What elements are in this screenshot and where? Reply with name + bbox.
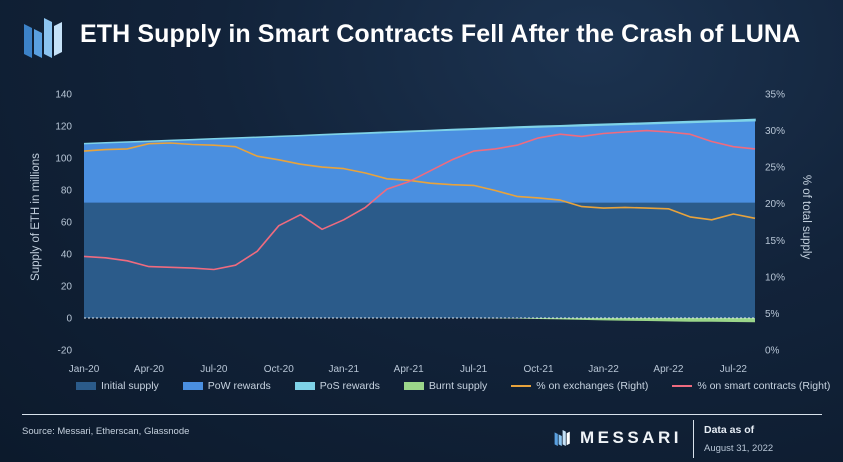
y-tick-label: -20	[58, 346, 73, 357]
x-tick-label: Jan-20	[69, 364, 100, 375]
x-tick-label: Jul-20	[200, 364, 228, 375]
legend-label-burnt-supply: Burnt supply	[428, 380, 488, 392]
source-note: Source: Messari, Etherscan, Glassnode	[22, 426, 190, 437]
y-tick-label: 40	[61, 250, 73, 261]
as-of-label: Data as of	[704, 424, 755, 436]
brand-name: MESSARI	[580, 428, 682, 447]
y2-tick-label: 25%	[765, 163, 785, 174]
y2-tick-label: 10%	[765, 272, 785, 283]
y2-tick-label: 35%	[765, 90, 785, 101]
x-tick-label: Apr-21	[394, 364, 424, 375]
x-tick-label: Apr-20	[134, 364, 164, 375]
legend-label-pos-rewards: PoS rewards	[319, 380, 380, 392]
y2-tick-label: 20%	[765, 199, 785, 210]
legend-label-initial-supply: Initial supply	[101, 380, 159, 392]
x-tick-label: Jan-21	[328, 364, 359, 375]
y2-tick-label: 15%	[765, 236, 785, 247]
legend-label-pow-rewards: PoW rewards	[207, 380, 271, 392]
y-tick-label: 140	[55, 90, 72, 101]
y-axis-title: Supply of ETH in millions	[30, 153, 42, 281]
y2-tick-label: 5%	[765, 309, 780, 320]
y2-tick-label: 30%	[765, 126, 785, 137]
legend-burnt-supply: Burnt supply	[403, 380, 488, 392]
line-smart-contracts	[83, 129, 756, 271]
messari-brand-icon	[554, 430, 570, 446]
x-tick-label: Jul-21	[460, 364, 488, 375]
chart-legend: Initial supply PoW rewards PoS rewards B…	[76, 380, 843, 392]
x-tick-label: Oct-20	[264, 364, 294, 375]
as-of-date: August 31, 2022	[704, 443, 774, 454]
legend-swatch-exchanges	[511, 385, 532, 387]
x-tick-label: Jul-22	[720, 364, 748, 375]
legend-label-exchanges: % on exchanges (Right)	[536, 380, 649, 392]
area-initial-supply	[84, 202, 755, 318]
legend-swatch-pow-rewards	[182, 382, 203, 390]
y-tick-label: 60	[61, 218, 73, 229]
y-tick-label: 120	[55, 122, 72, 133]
footer-divider	[22, 414, 822, 415]
legend-swatch-smart-contracts	[672, 385, 693, 387]
chart-title: ETH Supply in Smart Contracts Fell After…	[80, 20, 801, 48]
chart-area: 140 120 100 80 60 40 20 0 -20 35% 30% 25% 20% 15% 10% 5…	[30, 90, 812, 376]
y-tick-label: 0	[66, 314, 72, 325]
footer-brand: MESSARI	[552, 428, 682, 448]
area-pos-rewards	[83, 118, 756, 145]
legend-swatch-initial-supply	[76, 382, 96, 390]
x-tick-label: Jan-22	[588, 364, 619, 375]
area-pow-rewards	[84, 120, 755, 203]
area-burnt-supply	[84, 318, 755, 323]
legend-swatch-burnt-supply	[403, 382, 424, 390]
legend-swatch-pos-rewards	[294, 382, 315, 390]
messari-logo-icon	[24, 18, 62, 58]
legend-pos-rewards: PoS rewards	[294, 380, 380, 392]
x-tick-label: Apr-22	[653, 364, 683, 375]
footer-separator	[693, 420, 694, 458]
y-tick-label: 100	[55, 154, 72, 165]
x-tick-label: Oct-21	[524, 364, 554, 375]
y-tick-label: 20	[61, 282, 73, 293]
line-exchanges	[83, 142, 756, 221]
legend-exchanges: % on exchanges (Right)	[511, 380, 648, 392]
legend-pow-rewards: PoW rewards	[182, 380, 271, 392]
legend-label-smart-contracts: % on smart contracts (Right)	[697, 380, 831, 392]
y2-axis-title: % of total supply	[800, 175, 812, 260]
legend-smart-contracts: % on smart contracts (Right)	[672, 380, 830, 392]
legend-initial-supply: Initial supply	[76, 380, 159, 392]
y2-tick-label: 0%	[765, 346, 780, 357]
y-tick-label: 80	[61, 186, 73, 197]
